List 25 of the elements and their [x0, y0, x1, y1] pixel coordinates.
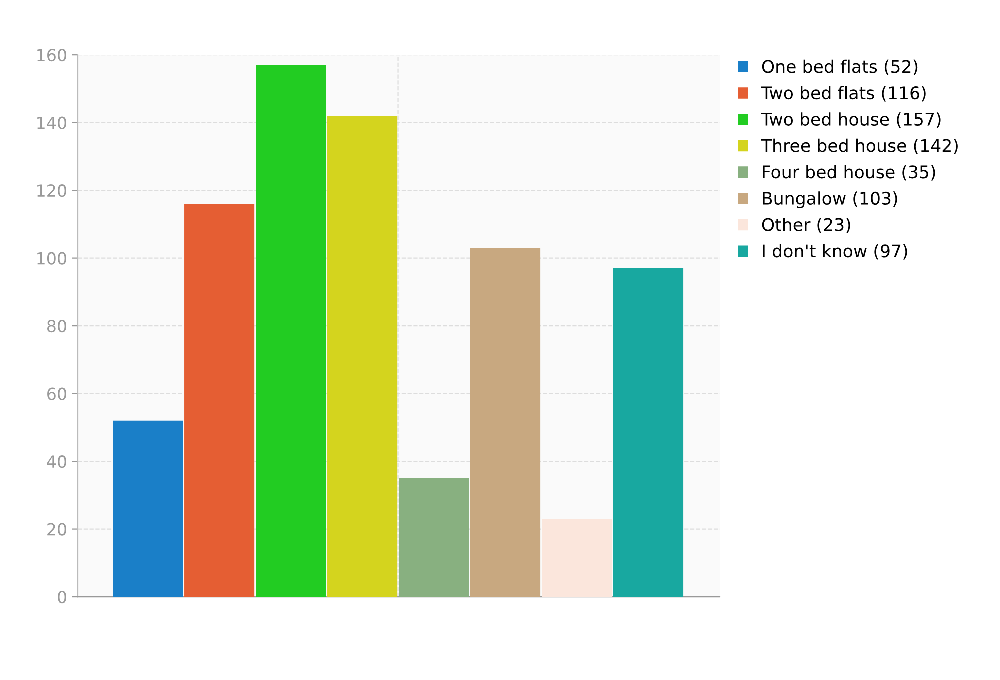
legend-label: Other (23)	[762, 218, 850, 234]
bar	[542, 519, 612, 598]
y-tick-label: 140	[38, 116, 66, 130]
legend-label: I don't know (97)	[763, 244, 908, 260]
y-tick-label: 0	[58, 591, 66, 604]
y-tick-label: 20	[48, 523, 66, 536]
bar	[399, 478, 470, 598]
bar	[328, 116, 398, 598]
y-tick-label: 160	[38, 49, 66, 62]
legend-label: One bed flats (52)	[762, 60, 918, 76]
bar	[256, 65, 326, 598]
legend-label: Bungalow (103)	[763, 192, 898, 208]
bar	[470, 248, 541, 598]
y-tick-label: 80	[48, 320, 66, 333]
bar	[184, 204, 255, 598]
bar	[113, 420, 184, 598]
legend-label: Two bed flats (116)	[761, 86, 926, 102]
y-tick-label: 120	[38, 184, 66, 198]
legend-label: Three bed house (142)	[761, 138, 958, 154]
legend-label: Two bed house (157)	[761, 112, 941, 128]
legend-label: Four bed house (35)	[763, 165, 936, 181]
y-tick-label: 60	[48, 388, 66, 400]
y-tick-label: 40	[47, 456, 66, 468]
bar	[613, 268, 684, 598]
y-tick-label: 100	[38, 252, 66, 265]
